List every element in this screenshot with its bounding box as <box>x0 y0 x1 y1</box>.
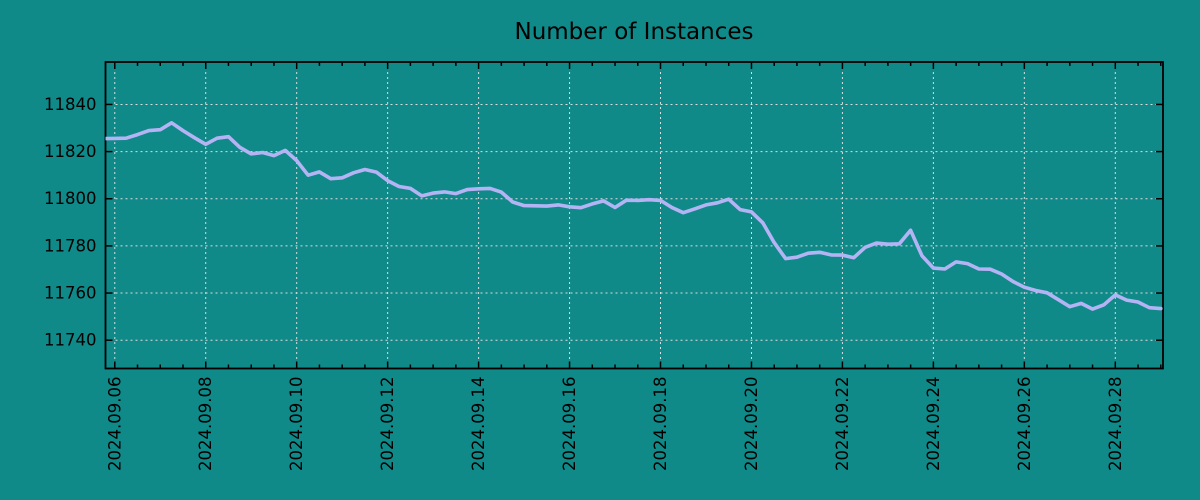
chart-title: Number of Instances <box>515 19 754 45</box>
x-tick-label: 2024.09.22 <box>833 377 852 471</box>
x-tick-label: 2024.09.08 <box>196 377 215 471</box>
x-tick-label: 2024.09.16 <box>560 377 579 471</box>
x-tick-label: 2024.09.28 <box>1106 377 1125 471</box>
y-tick-label: 11840 <box>44 95 97 114</box>
y-tick-label: 11800 <box>44 189 97 208</box>
x-tick-label: 2024.09.20 <box>742 377 761 471</box>
plot-border <box>104 61 1164 370</box>
x-tick-label: 2024.09.18 <box>651 377 670 471</box>
x-tick-label: 2024.09.10 <box>287 377 306 471</box>
x-tick-label: 2024.09.12 <box>378 377 397 471</box>
x-tick-label: 2024.09.14 <box>469 377 488 471</box>
plot-area: 11740 11760 11780 11800 11820 11840 2024.09.06… <box>44 61 1164 471</box>
x-tick-label: 2024.09.24 <box>924 377 943 471</box>
x-tick-label: 2024.09.06 <box>105 377 124 471</box>
y-tick-label: 11760 <box>44 284 97 303</box>
y-tick-label: 11820 <box>44 142 97 161</box>
y-tick-label: 11780 <box>44 236 97 255</box>
x-tick-label: 2024.09.26 <box>1015 377 1034 471</box>
data-line <box>105 121 1163 311</box>
y-tick-label: 11740 <box>44 331 97 350</box>
